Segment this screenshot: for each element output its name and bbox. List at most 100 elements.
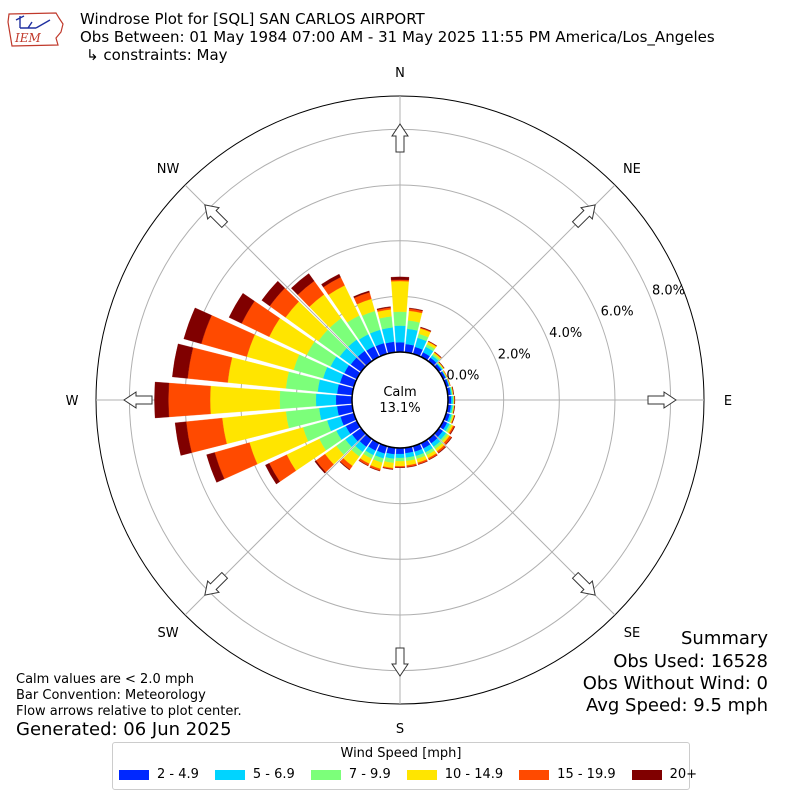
iem-logo: IEM bbox=[7, 12, 64, 47]
compass-label-e: E bbox=[724, 394, 732, 409]
windrose-bar-segment bbox=[185, 417, 227, 453]
windrose-bar-segment bbox=[438, 361, 445, 369]
windrose-bar-segment bbox=[172, 343, 194, 379]
legend-swatch bbox=[631, 769, 662, 780]
windrose-bar-segment bbox=[353, 290, 370, 299]
calm-circle bbox=[351, 351, 449, 449]
legend-label: 15 - 19.9 bbox=[557, 767, 616, 782]
windrose-bar-segment bbox=[447, 378, 451, 386]
flow-arrow-icon bbox=[204, 204, 229, 229]
legend-label: 5 - 6.9 bbox=[252, 767, 295, 782]
legend-item: 7 - 9.9 bbox=[310, 767, 391, 782]
compass-label-sw: SW bbox=[158, 626, 179, 641]
legend-title: Wind Speed [mph] bbox=[340, 746, 462, 761]
obs-range: Obs Between: 01 May 1984 07:00 AM - 31 M… bbox=[80, 28, 715, 46]
radial-tick-label: 4.0% bbox=[549, 326, 582, 341]
calm-value: 13.1% bbox=[379, 401, 420, 416]
windrose-bar-segment bbox=[451, 395, 454, 405]
generated-date: Generated: 06 Jun 2025 bbox=[16, 719, 232, 740]
windrose-bar-segment bbox=[405, 328, 418, 346]
compass-label-nw: NW bbox=[157, 162, 180, 177]
compass-label-w: W bbox=[66, 394, 79, 409]
legend-swatch bbox=[214, 769, 245, 780]
legend-item: 20+ bbox=[631, 767, 698, 782]
windrose-bar-segment bbox=[418, 460, 428, 465]
windrose-bar-segment bbox=[381, 327, 395, 344]
bar-convention: Bar Convention: Meteorology bbox=[16, 688, 206, 703]
compass-label-se: SE bbox=[624, 626, 640, 641]
flow-arrow-icon bbox=[391, 123, 409, 153]
flow-arrow-icon bbox=[571, 204, 596, 229]
windrose-bar-segment bbox=[154, 381, 170, 419]
legend-swatch bbox=[119, 769, 149, 780]
legend-item: 5 - 6.9 bbox=[214, 767, 295, 782]
windrose-bar-segment bbox=[395, 447, 405, 455]
flow-arrow-icon bbox=[571, 571, 596, 596]
legend-label: 2 - 4.9 bbox=[157, 767, 199, 782]
windrose-bar-segment bbox=[206, 452, 225, 483]
flow-arrow-icon bbox=[204, 571, 229, 596]
windrose-bar-segment bbox=[452, 386, 455, 395]
flow-arrow-icon bbox=[647, 391, 677, 409]
logo-text: IEM bbox=[14, 31, 42, 45]
flow-arrow-icon bbox=[391, 647, 409, 677]
summary-avg-speed: Avg Speed: 9.5 mph bbox=[586, 695, 768, 716]
windrose-bar-segment bbox=[449, 426, 456, 435]
radial-tick-label: 8.0% bbox=[652, 283, 685, 298]
windrose-bar-segment bbox=[279, 391, 317, 409]
windrose-bar-segment bbox=[406, 465, 417, 468]
radial-tick-label: 2.0% bbox=[498, 347, 531, 362]
legend-label: 20+ bbox=[669, 767, 698, 782]
windrose-bar-segment bbox=[395, 457, 405, 462]
windrose-bar-segment bbox=[174, 421, 192, 456]
calm-definition: Calm values are < 2.0 mph bbox=[16, 672, 195, 687]
windrose-bar-segment bbox=[187, 347, 233, 383]
legend-item: 2 - 4.9 bbox=[119, 767, 199, 782]
windrose-bar-segment bbox=[395, 342, 405, 353]
windrose-bar-segment bbox=[318, 406, 339, 421]
windrose-bar-segment bbox=[409, 307, 423, 312]
windrose-bar-segment bbox=[451, 415, 456, 424]
legend: Wind Speed [mph] 2 - 4.9 5 - 6.9 7 - 9.9… bbox=[112, 742, 697, 790]
windrose-bar-segment bbox=[339, 461, 350, 471]
windrose-bar-segment bbox=[321, 273, 341, 288]
radial-tick-label: 6.0% bbox=[601, 305, 634, 320]
windrose-bar-segment bbox=[390, 276, 410, 281]
windrose-bar-segment bbox=[443, 370, 448, 378]
legend-items: 2 - 4.9 5 - 6.9 7 - 9.9 10 - 14.9 15 - 1… bbox=[119, 767, 713, 782]
flow-arrow-icon bbox=[123, 391, 153, 409]
windrose-bar-segment bbox=[428, 454, 438, 461]
windrose-bar-segment bbox=[183, 307, 212, 344]
windrose-bar-segment bbox=[393, 311, 407, 326]
windrose-bar-segment bbox=[395, 453, 405, 459]
windrose-bar-segment bbox=[394, 325, 406, 343]
windrose-bar-segment bbox=[437, 446, 447, 454]
windrose-bar-segment bbox=[168, 382, 211, 418]
windrose-bar-segment bbox=[209, 385, 281, 415]
legend-swatch bbox=[519, 769, 550, 780]
legend-label: 7 - 9.9 bbox=[348, 767, 391, 782]
windrose-bar-segment bbox=[291, 273, 315, 295]
arrow-note: Flow arrows relative to plot center. bbox=[16, 704, 242, 719]
windrose-bar-segment bbox=[379, 316, 393, 330]
windrose-bar-segment bbox=[394, 461, 406, 467]
windrose-bar-segment bbox=[369, 466, 381, 472]
legend-item: 10 - 14.9 bbox=[406, 767, 503, 782]
legend-swatch bbox=[406, 769, 437, 780]
legend-item: 15 - 19.9 bbox=[519, 767, 616, 782]
windrose-bar-segment bbox=[228, 293, 255, 324]
calm-label: Calm bbox=[383, 385, 416, 400]
windrose-bar-segment bbox=[445, 436, 453, 445]
windrose-bar-segment bbox=[315, 393, 337, 407]
windrose-bar-segment bbox=[261, 280, 286, 307]
windrose-bar-segment bbox=[434, 351, 442, 358]
windrose-bar-segment bbox=[382, 467, 394, 470]
windrose-bar-segment bbox=[453, 405, 456, 414]
iowa-state-outline bbox=[7, 12, 64, 47]
summary-obs-without-wind: Obs Without Wind: 0 bbox=[582, 673, 768, 694]
windrose-bar-segment bbox=[358, 460, 369, 467]
summary-title: Summary bbox=[681, 628, 768, 649]
summary-obs-used: Obs Used: 16528 bbox=[613, 651, 768, 672]
compass-label-ne: NE bbox=[623, 162, 641, 177]
